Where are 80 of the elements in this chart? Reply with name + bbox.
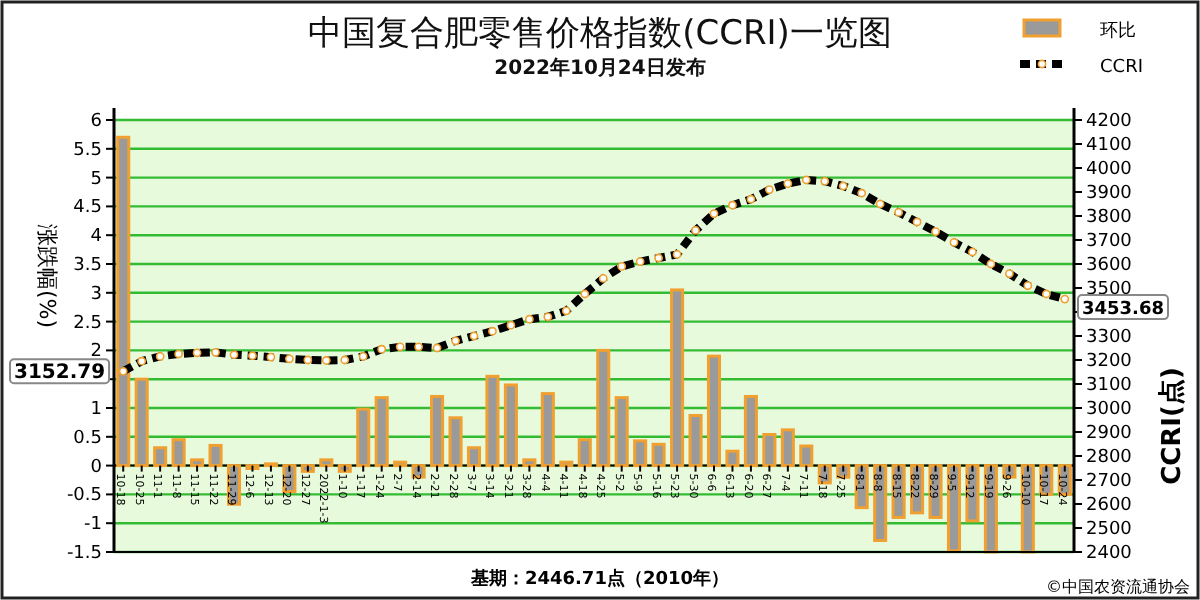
bar: [503, 383, 518, 468]
bar: [208, 443, 223, 468]
bar: [134, 377, 149, 468]
bar: [319, 458, 334, 468]
bar: [743, 394, 758, 468]
bar: [946, 464, 962, 553]
bar: [430, 394, 445, 468]
y-tick-label: 0: [90, 457, 103, 478]
legend-label: CCRI: [1100, 58, 1143, 78]
y2-tick-label: 3500: [1086, 280, 1133, 300]
bar: [577, 438, 592, 468]
y-tick-label: 3.5: [73, 256, 102, 276]
bar: [780, 428, 795, 468]
bar: [873, 464, 888, 542]
bar: [540, 392, 555, 468]
y2-tick-label: 3200: [1086, 352, 1133, 372]
bar: [337, 464, 352, 473]
bar: [374, 396, 389, 468]
y2-tick-label: 2600: [1086, 496, 1133, 516]
y2-tick-label: 4000: [1086, 160, 1133, 180]
bar: [466, 446, 482, 468]
text: 3152.79: [14, 362, 106, 385]
bar: [762, 433, 777, 468]
y-tick-label: 6: [90, 112, 103, 132]
bar: [965, 464, 980, 523]
y2-axis-title: CCRI(点): [1156, 367, 1188, 485]
bar: [485, 374, 500, 468]
y2-tick-label: 2500: [1086, 520, 1133, 540]
y2-tick-label: 2400: [1086, 544, 1133, 564]
chart-subtitle: 2022年10月24日发布: [494, 56, 706, 80]
bar: [983, 464, 998, 554]
y2-tick-label: 3800: [1086, 208, 1133, 228]
bar: [300, 464, 315, 473]
y-tick-label: 5.5: [73, 140, 102, 161]
y-tick-label: -1.5: [66, 544, 102, 564]
y-axis-title: 涨跌幅(%): [34, 223, 60, 329]
text: 3453.68: [1082, 300, 1164, 321]
y2-tick-label: 3700: [1086, 232, 1133, 252]
y2-tick-label: 4100: [1086, 136, 1133, 156]
y-tick-label: -1: [84, 515, 102, 536]
bar: [688, 413, 703, 468]
bar: [153, 446, 168, 468]
y-tick-label: 0.5: [73, 428, 102, 449]
bar: [448, 416, 463, 468]
bar: [854, 464, 869, 510]
y-tick-label: 5: [90, 169, 102, 190]
y2-tick-label: 3900: [1086, 184, 1133, 204]
y-tick-label: 2: [90, 342, 102, 363]
y-tick-label: 4.5: [73, 198, 102, 219]
y2-tick-label: 3600: [1086, 256, 1133, 276]
y2-tick-label: 2700: [1086, 472, 1133, 492]
text: ©中国农资流通协会: [1046, 578, 1190, 596]
bar: [651, 442, 666, 468]
bar: [670, 288, 685, 468]
legend-label: 环比: [1100, 20, 1136, 42]
bar: [725, 449, 740, 468]
bar: [614, 396, 629, 468]
bar: [1020, 464, 1035, 554]
y-tick-label: -0.5: [66, 486, 102, 507]
bar: [633, 439, 648, 468]
bar: [596, 348, 611, 468]
bar: [356, 407, 371, 468]
bar: [171, 438, 186, 468]
bar: [799, 444, 814, 468]
y-tick-label: 1: [90, 400, 102, 420]
y-tick-label: 4: [90, 227, 103, 248]
bar: [522, 458, 537, 468]
y2-tick-label: 2800: [1086, 448, 1133, 468]
chart-title: 中国复合肥零售价格指数(CCRI)一览图: [308, 14, 892, 54]
y-tick-label: 2.5: [73, 313, 102, 334]
y2-tick-label: 3300: [1086, 328, 1133, 348]
y-tick-label: 3: [90, 284, 102, 305]
bar: [706, 354, 722, 468]
bar: [190, 458, 205, 468]
y2-tick-label: 3000: [1086, 400, 1133, 420]
y2-tick-label: 3100: [1086, 376, 1133, 396]
bar: [116, 135, 131, 468]
y2-tick-label: 2900: [1086, 424, 1133, 444]
text: 基期：2446.71点（2010年）: [468, 568, 730, 590]
y2-tick-label: 4200: [1086, 112, 1133, 132]
